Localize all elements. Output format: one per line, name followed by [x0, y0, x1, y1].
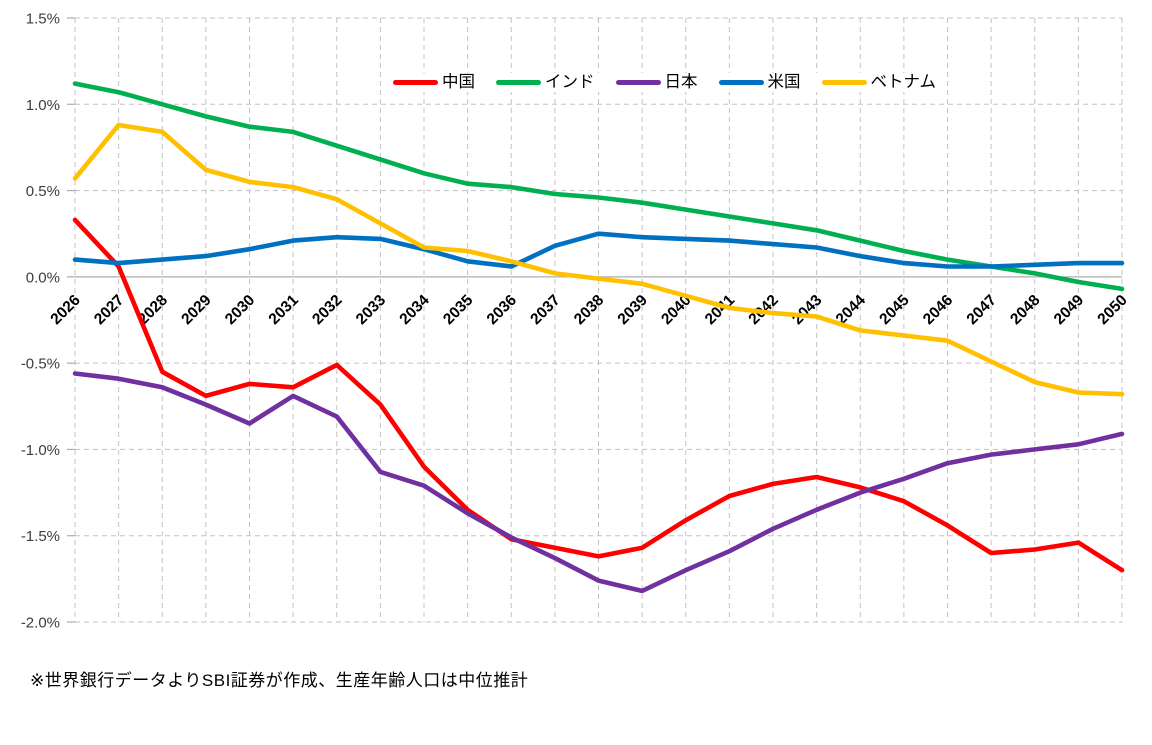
series-line-usa	[72, 231, 1125, 269]
y-tick-label: 1.0%	[26, 97, 60, 114]
series-line-china	[72, 217, 1125, 573]
legend-item-vietnam: ベトナム	[821, 73, 937, 91]
legend-line-swatch-icon	[393, 79, 438, 85]
legend-label: 中国	[442, 73, 475, 91]
x-tick-label: 2043	[789, 291, 826, 328]
series-line-vietnam	[72, 122, 1125, 397]
legend-item-usa: 米国	[718, 73, 801, 91]
legend-line-swatch-icon	[615, 79, 661, 85]
x-tick-label: 2039	[615, 291, 652, 328]
legend-line-swatch-icon	[496, 79, 541, 85]
y-tick-label: -0.5%	[21, 356, 60, 373]
x-tick-label: 2046	[920, 291, 957, 328]
x-tick-label: 2037	[527, 292, 563, 328]
x-tick-label: 2029	[178, 291, 215, 328]
legend-label: 米国	[767, 73, 801, 91]
x-tick-label: 2026	[47, 291, 84, 328]
y-tick-label: 1.5%	[26, 11, 60, 28]
x-tick-label: 2045	[876, 291, 913, 328]
legend-label: ベトナム	[870, 73, 937, 91]
legend-item-china: 中国	[393, 74, 475, 91]
y-tick-label: -1.5%	[21, 528, 60, 545]
legend-item-japan: 日本	[615, 73, 698, 91]
x-tick-label: 2027	[91, 292, 127, 328]
x-tick-label: 2034	[396, 291, 433, 328]
legend-line-swatch-icon	[821, 79, 867, 85]
x-tick-label: 2038	[571, 291, 608, 328]
legend-label: インド	[545, 73, 595, 91]
series-line-india	[72, 81, 1125, 292]
x-tick-label: 2030	[222, 292, 258, 328]
x-tick-label: 2035	[440, 291, 477, 328]
x-tick-label: 2033	[353, 291, 390, 328]
x-tick-label: 2047	[964, 292, 1000, 328]
y-tick-label: 0.0%	[26, 269, 60, 286]
x-tick-label: 2048	[1007, 291, 1044, 328]
legend-line-swatch-icon	[718, 79, 764, 85]
x-tick-label: 2049	[1051, 291, 1088, 328]
legend-label: 日本	[664, 73, 698, 91]
legend-item-india: インド	[496, 74, 595, 91]
y-tick-label: -2.0%	[21, 615, 60, 632]
y-tick-label: -1.0%	[21, 442, 60, 459]
source-footnote: ※世界銀行データよりSBI証券が作成、生産年齢人口は中位推計	[30, 671, 529, 690]
x-tick-label: 2031	[266, 291, 303, 328]
x-tick-label: 2036	[484, 291, 521, 328]
series-line-japan	[72, 371, 1125, 594]
x-tick-label: 2050	[1094, 292, 1130, 328]
y-tick-label: 0.5%	[26, 183, 60, 200]
chart-legend: 中国 インド 日本 米国 ベトナム	[389, 73, 941, 92]
x-tick-label: 2032	[309, 292, 345, 328]
